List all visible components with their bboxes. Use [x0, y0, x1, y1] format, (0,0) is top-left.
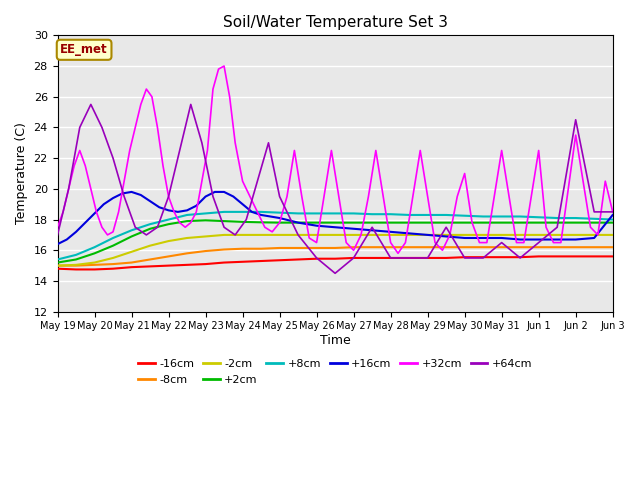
Text: EE_met: EE_met [60, 43, 108, 56]
Title: Soil/Water Temperature Set 3: Soil/Water Temperature Set 3 [223, 15, 447, 30]
X-axis label: Time: Time [320, 334, 351, 347]
Y-axis label: Temperature (C): Temperature (C) [15, 122, 28, 225]
Legend: -16cm, -8cm, -2cm, +2cm, +8cm, +16cm, +32cm, +64cm: -16cm, -8cm, -2cm, +2cm, +8cm, +16cm, +3… [133, 355, 537, 389]
